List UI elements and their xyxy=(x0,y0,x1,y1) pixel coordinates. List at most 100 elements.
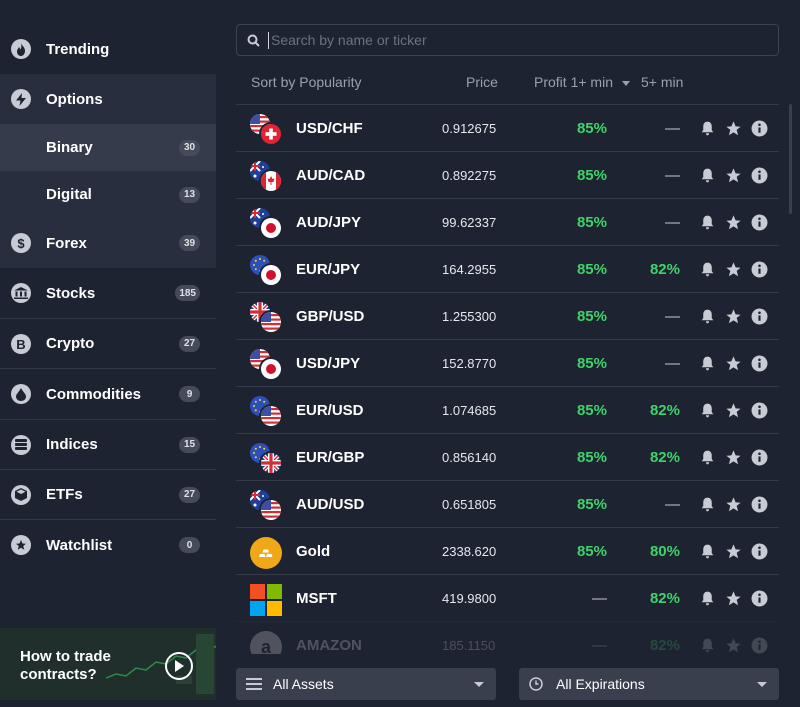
menu-icon xyxy=(246,678,262,690)
asset-price: 185.1150 xyxy=(442,638,496,653)
count-badge: 9 xyxy=(179,386,200,402)
star-icon[interactable] xyxy=(725,543,742,560)
search-icon xyxy=(247,34,260,47)
sidebar-item-label: ETFs xyxy=(46,486,83,503)
profit-1min-header[interactable]: Profit 1+ min xyxy=(534,74,630,90)
info-icon[interactable] xyxy=(751,543,768,560)
sidebar-item-digital[interactable]: Digital 13 xyxy=(0,171,216,218)
sidebar-item-indices[interactable]: Indices 15 xyxy=(0,420,216,470)
sidebar-item-etfs[interactable]: ETFs 27 xyxy=(0,470,216,520)
profit-5min: 82% xyxy=(649,449,680,466)
info-icon[interactable] xyxy=(751,637,768,654)
sidebar-item-label: Trending xyxy=(46,40,110,58)
profit-1min: 85% xyxy=(576,261,607,278)
asset-name: AUD/USD xyxy=(296,496,365,513)
asset-name: Gold xyxy=(296,543,331,560)
profit-5min: — xyxy=(665,355,680,372)
info-icon[interactable] xyxy=(751,449,768,466)
star-icon[interactable] xyxy=(725,355,742,372)
bell-icon[interactable] xyxy=(699,214,716,231)
tutorial-promo[interactable]: How to trade contracts? xyxy=(0,628,216,700)
count-badge: 185 xyxy=(175,285,200,301)
sidebar-item-options[interactable]: Options xyxy=(0,74,216,124)
sidebar-item-binary[interactable]: Binary 30 xyxy=(0,124,216,171)
sidebar-item-commodities[interactable]: Commodities 9 xyxy=(0,369,216,420)
table-row[interactable]: AUD/JPY 99.62337 85% — xyxy=(236,198,779,245)
search-input[interactable] xyxy=(271,25,751,55)
star-icon[interactable] xyxy=(725,308,742,325)
profit-5min-header[interactable]: 5+ min xyxy=(641,74,684,90)
table-row[interactable]: AUD/USD 0.651805 85% — xyxy=(236,480,779,527)
asset-name: EUR/JPY xyxy=(296,261,361,278)
star-icon[interactable] xyxy=(725,496,742,513)
drop-icon xyxy=(11,384,31,404)
sidebar-item-forex[interactable]: $ Forex 39 xyxy=(0,218,216,268)
bell-icon[interactable] xyxy=(699,496,716,513)
table-row[interactable]: EUR/JPY 164.2955 85% 82% xyxy=(236,245,779,292)
asset-price: 419.9800 xyxy=(442,591,497,606)
expirations-filter-label: All Expirations xyxy=(556,676,645,692)
expirations-filter-dropdown[interactable]: All Expirations xyxy=(519,668,779,700)
bell-icon[interactable] xyxy=(699,308,716,325)
info-icon[interactable] xyxy=(751,590,768,607)
star-icon[interactable] xyxy=(725,261,742,278)
bell-icon[interactable] xyxy=(699,637,716,654)
info-icon[interactable] xyxy=(751,402,768,419)
bell-icon[interactable] xyxy=(699,402,716,419)
sidebar-item-trending[interactable]: Trending xyxy=(0,24,216,74)
sidebar-item-stocks[interactable]: Stocks 185 xyxy=(0,268,216,319)
profit-5min: 82% xyxy=(649,261,680,278)
table-row[interactable]: GBP/USD 1.255300 85% — xyxy=(236,292,779,339)
promo-text: How to trade contracts? xyxy=(20,648,111,683)
amazon-logo: a xyxy=(250,631,282,654)
table-row[interactable]: a AMAZON 185.1150 — 82% xyxy=(236,621,779,654)
info-icon[interactable] xyxy=(751,308,768,325)
asset-price: 152.8770 xyxy=(442,356,497,371)
table-row[interactable]: MSFT 419.9800 — 82% xyxy=(236,574,779,621)
info-icon[interactable] xyxy=(751,214,768,231)
profit-5min: — xyxy=(665,214,680,231)
sidebar-item-watchlist[interactable]: Watchlist 0 xyxy=(0,520,216,570)
info-icon[interactable] xyxy=(751,355,768,372)
profit-1min: 85% xyxy=(576,543,607,560)
japan-flag-icon xyxy=(261,359,281,379)
search-box[interactable] xyxy=(236,24,779,56)
star-icon[interactable] xyxy=(725,214,742,231)
star-icon[interactable] xyxy=(725,402,742,419)
count-badge: 27 xyxy=(179,486,200,503)
sidebar-item-label: Options xyxy=(46,90,103,108)
star-icon[interactable] xyxy=(725,449,742,466)
bell-icon[interactable] xyxy=(699,120,716,137)
table-row[interactable]: AUD/CAD 0.892275 85% — xyxy=(236,151,779,198)
bell-icon[interactable] xyxy=(699,449,716,466)
star-icon[interactable] xyxy=(725,590,742,607)
assets-filter-dropdown[interactable]: All Assets xyxy=(236,668,496,700)
bell-icon[interactable] xyxy=(699,355,716,372)
profit-5min: — xyxy=(665,167,680,184)
star-icon[interactable] xyxy=(725,637,742,654)
sort-by-header[interactable]: Sort by Popularity xyxy=(251,74,362,90)
info-icon[interactable] xyxy=(751,167,768,184)
bell-icon[interactable] xyxy=(699,261,716,278)
us-flag-icon xyxy=(261,500,281,520)
table-row[interactable]: EUR/USD 1.074685 85% 82% xyxy=(236,386,779,433)
profit-5min: — xyxy=(665,120,680,137)
info-icon[interactable] xyxy=(751,120,768,137)
asset-price: 0.651805 xyxy=(442,497,497,512)
info-icon[interactable] xyxy=(751,496,768,513)
bell-icon[interactable] xyxy=(699,167,716,184)
star-icon[interactable] xyxy=(725,167,742,184)
table-row[interactable]: USD/CHF 0.912675 85% — xyxy=(236,104,779,151)
switzerland-flag-icon xyxy=(261,124,281,144)
sidebar-item-crypto[interactable]: B Crypto 27 xyxy=(0,319,216,369)
info-icon[interactable] xyxy=(751,261,768,278)
bell-icon[interactable] xyxy=(699,543,716,560)
scrollbar-thumb[interactable] xyxy=(789,104,792,214)
play-icon[interactable] xyxy=(165,652,193,680)
table-row[interactable]: EUR/GBP 0.856140 85% 82% xyxy=(236,433,779,480)
table-row[interactable]: Gold 2338.620 85% 80% xyxy=(236,527,779,574)
star-icon[interactable] xyxy=(725,120,742,137)
bell-icon[interactable] xyxy=(699,590,716,607)
price-header[interactable]: Price xyxy=(466,74,498,90)
table-row[interactable]: USD/JPY 152.8770 85% — xyxy=(236,339,779,386)
